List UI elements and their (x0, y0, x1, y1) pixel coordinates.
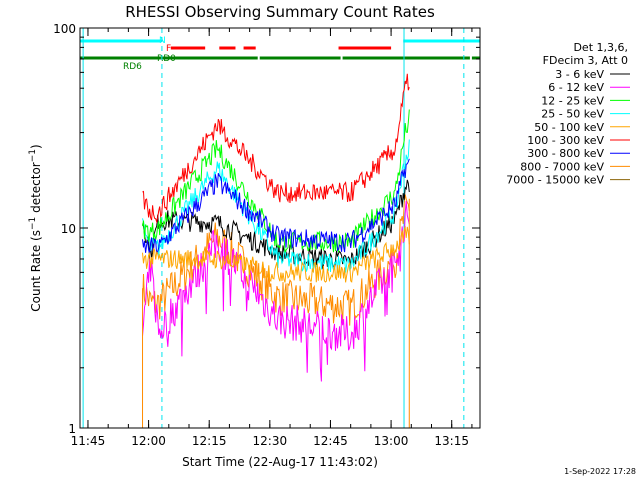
legend-header-line-1: Det 1,3,6, (573, 41, 628, 54)
y-axis-label-sup: −1 (28, 217, 38, 230)
series-line-5 (142, 73, 410, 224)
series-line-6 (142, 158, 410, 255)
legend-label: 50 - 100 keV (534, 121, 604, 134)
x-tick-label: 12:00 (131, 434, 166, 448)
legend-label: 12 - 25 keV (541, 94, 604, 107)
legend-label: 300 - 800 keV (527, 147, 604, 160)
series-line-4 (142, 225, 410, 283)
x-tick-label: 13:15 (434, 434, 469, 448)
series-line-7 (142, 194, 410, 326)
x-axis-label-suffix: ) (373, 455, 378, 469)
y-axis-label-close: ) (29, 144, 43, 149)
y-axis-label-tail: detector (29, 162, 43, 217)
chart-title: RHESSI Observing Summary Count Rates (125, 3, 435, 21)
x-axis-label-prefix: Start Time ( (182, 455, 253, 469)
flag-label-rd0: RD0 (157, 54, 176, 64)
flag-label-rd6: RD6 (123, 62, 142, 72)
x-axis-ticks: 11:45 12:00 12:15 12:30 12:45 13:00 13:15 (71, 28, 473, 448)
footer-timestamp: 1-Sep-2022 17:28 (564, 467, 636, 476)
legend-label: 3 - 6 keV (555, 68, 604, 81)
x-tick-label: 11:45 (71, 434, 106, 448)
y-tick-label: 10 (61, 222, 76, 236)
x-tick-label: 12:30 (253, 434, 288, 448)
legend-label: 6 - 12 keV (548, 81, 604, 94)
legend-label: 800 - 7000 keV (520, 160, 604, 173)
y-axis-ticks: 1 10 100 (53, 22, 480, 436)
series-lines (142, 73, 410, 428)
legend-header-line-2: FDecim 3, Att 0 (543, 54, 628, 67)
y-tick-label: 100 (53, 22, 76, 36)
y-axis-label-sup2: −1 (28, 149, 38, 162)
x-tick-label: 12:45 (313, 434, 348, 448)
legend-label: 100 - 300 keV (527, 134, 604, 147)
x-tick-label: 13:00 (374, 434, 409, 448)
flag-label-f: F (166, 44, 171, 54)
y-tick-label: 1 (68, 422, 76, 436)
legend-label: 25 - 50 keV (541, 108, 604, 121)
x-axis-label: Start Time (22-Aug-17 11:43:02) (182, 455, 378, 469)
y-axis-label: Count Rate (s−1 detector−1) (28, 144, 43, 311)
legend-label: 7000 - 15000 keV (506, 174, 604, 187)
series-line-3 (142, 139, 410, 273)
y-axis-label-main: Count Rate (s (29, 230, 43, 312)
series-line-1 (142, 200, 410, 382)
x-axis-label-date: 22-Aug-17 11:43:02 (253, 455, 373, 469)
x-tick-label: 12:15 (192, 434, 227, 448)
